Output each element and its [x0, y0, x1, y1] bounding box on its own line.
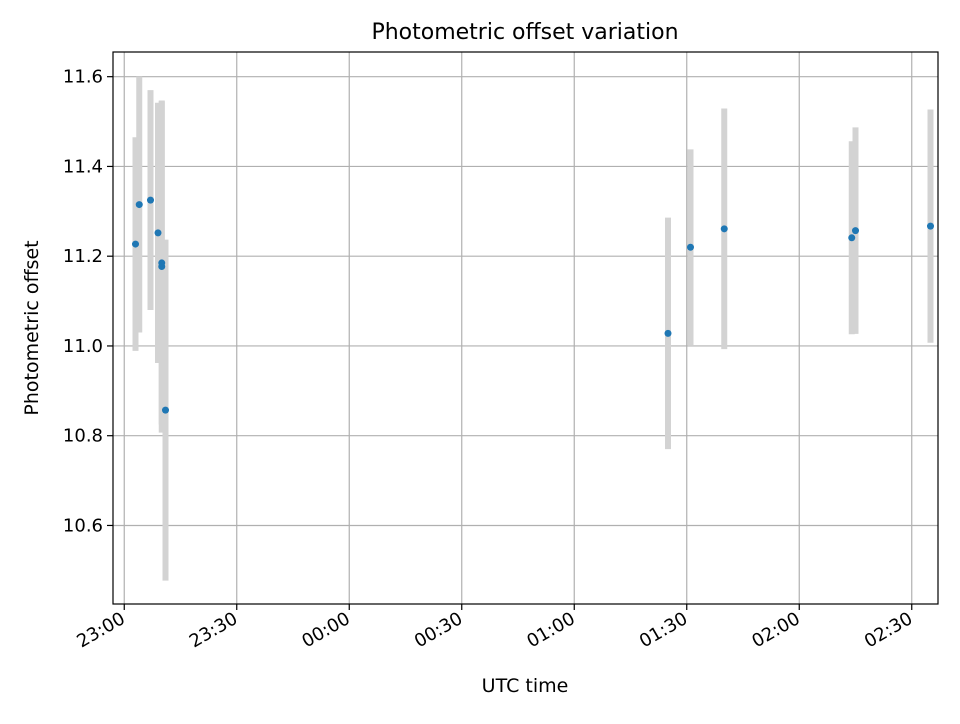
- y-tick-label: 11.0: [63, 336, 103, 357]
- data-point: [135, 201, 143, 209]
- chart-title: Photometric offset variation: [371, 20, 678, 45]
- y-tick-label: 10.6: [63, 515, 103, 536]
- y-tick-label: 11.4: [63, 156, 103, 177]
- data-point: [848, 234, 856, 242]
- y-tick-label: 10.8: [63, 426, 103, 447]
- gridlines: [113, 52, 938, 604]
- data-point: [927, 222, 934, 230]
- y-tick-label: 11.2: [63, 246, 103, 267]
- y-axis-label: Photometric offset: [21, 240, 43, 415]
- data-point: [147, 196, 154, 204]
- data-point: [720, 225, 728, 233]
- data-point: [154, 229, 162, 237]
- data-point: [158, 259, 166, 267]
- y-tick-label: 11.6: [63, 67, 103, 88]
- data-point: [162, 406, 169, 414]
- x-axis-label: UTC time: [482, 675, 569, 697]
- data-points: [132, 196, 934, 414]
- data-point: [687, 243, 694, 251]
- plot-frame: [112, 51, 939, 605]
- y-axis-ticks: 10.6 10.8 11.0 11.2 11.4 11.6: [63, 67, 113, 536]
- data-point: [852, 227, 859, 235]
- data-point: [132, 240, 139, 248]
- data-point: [664, 329, 672, 337]
